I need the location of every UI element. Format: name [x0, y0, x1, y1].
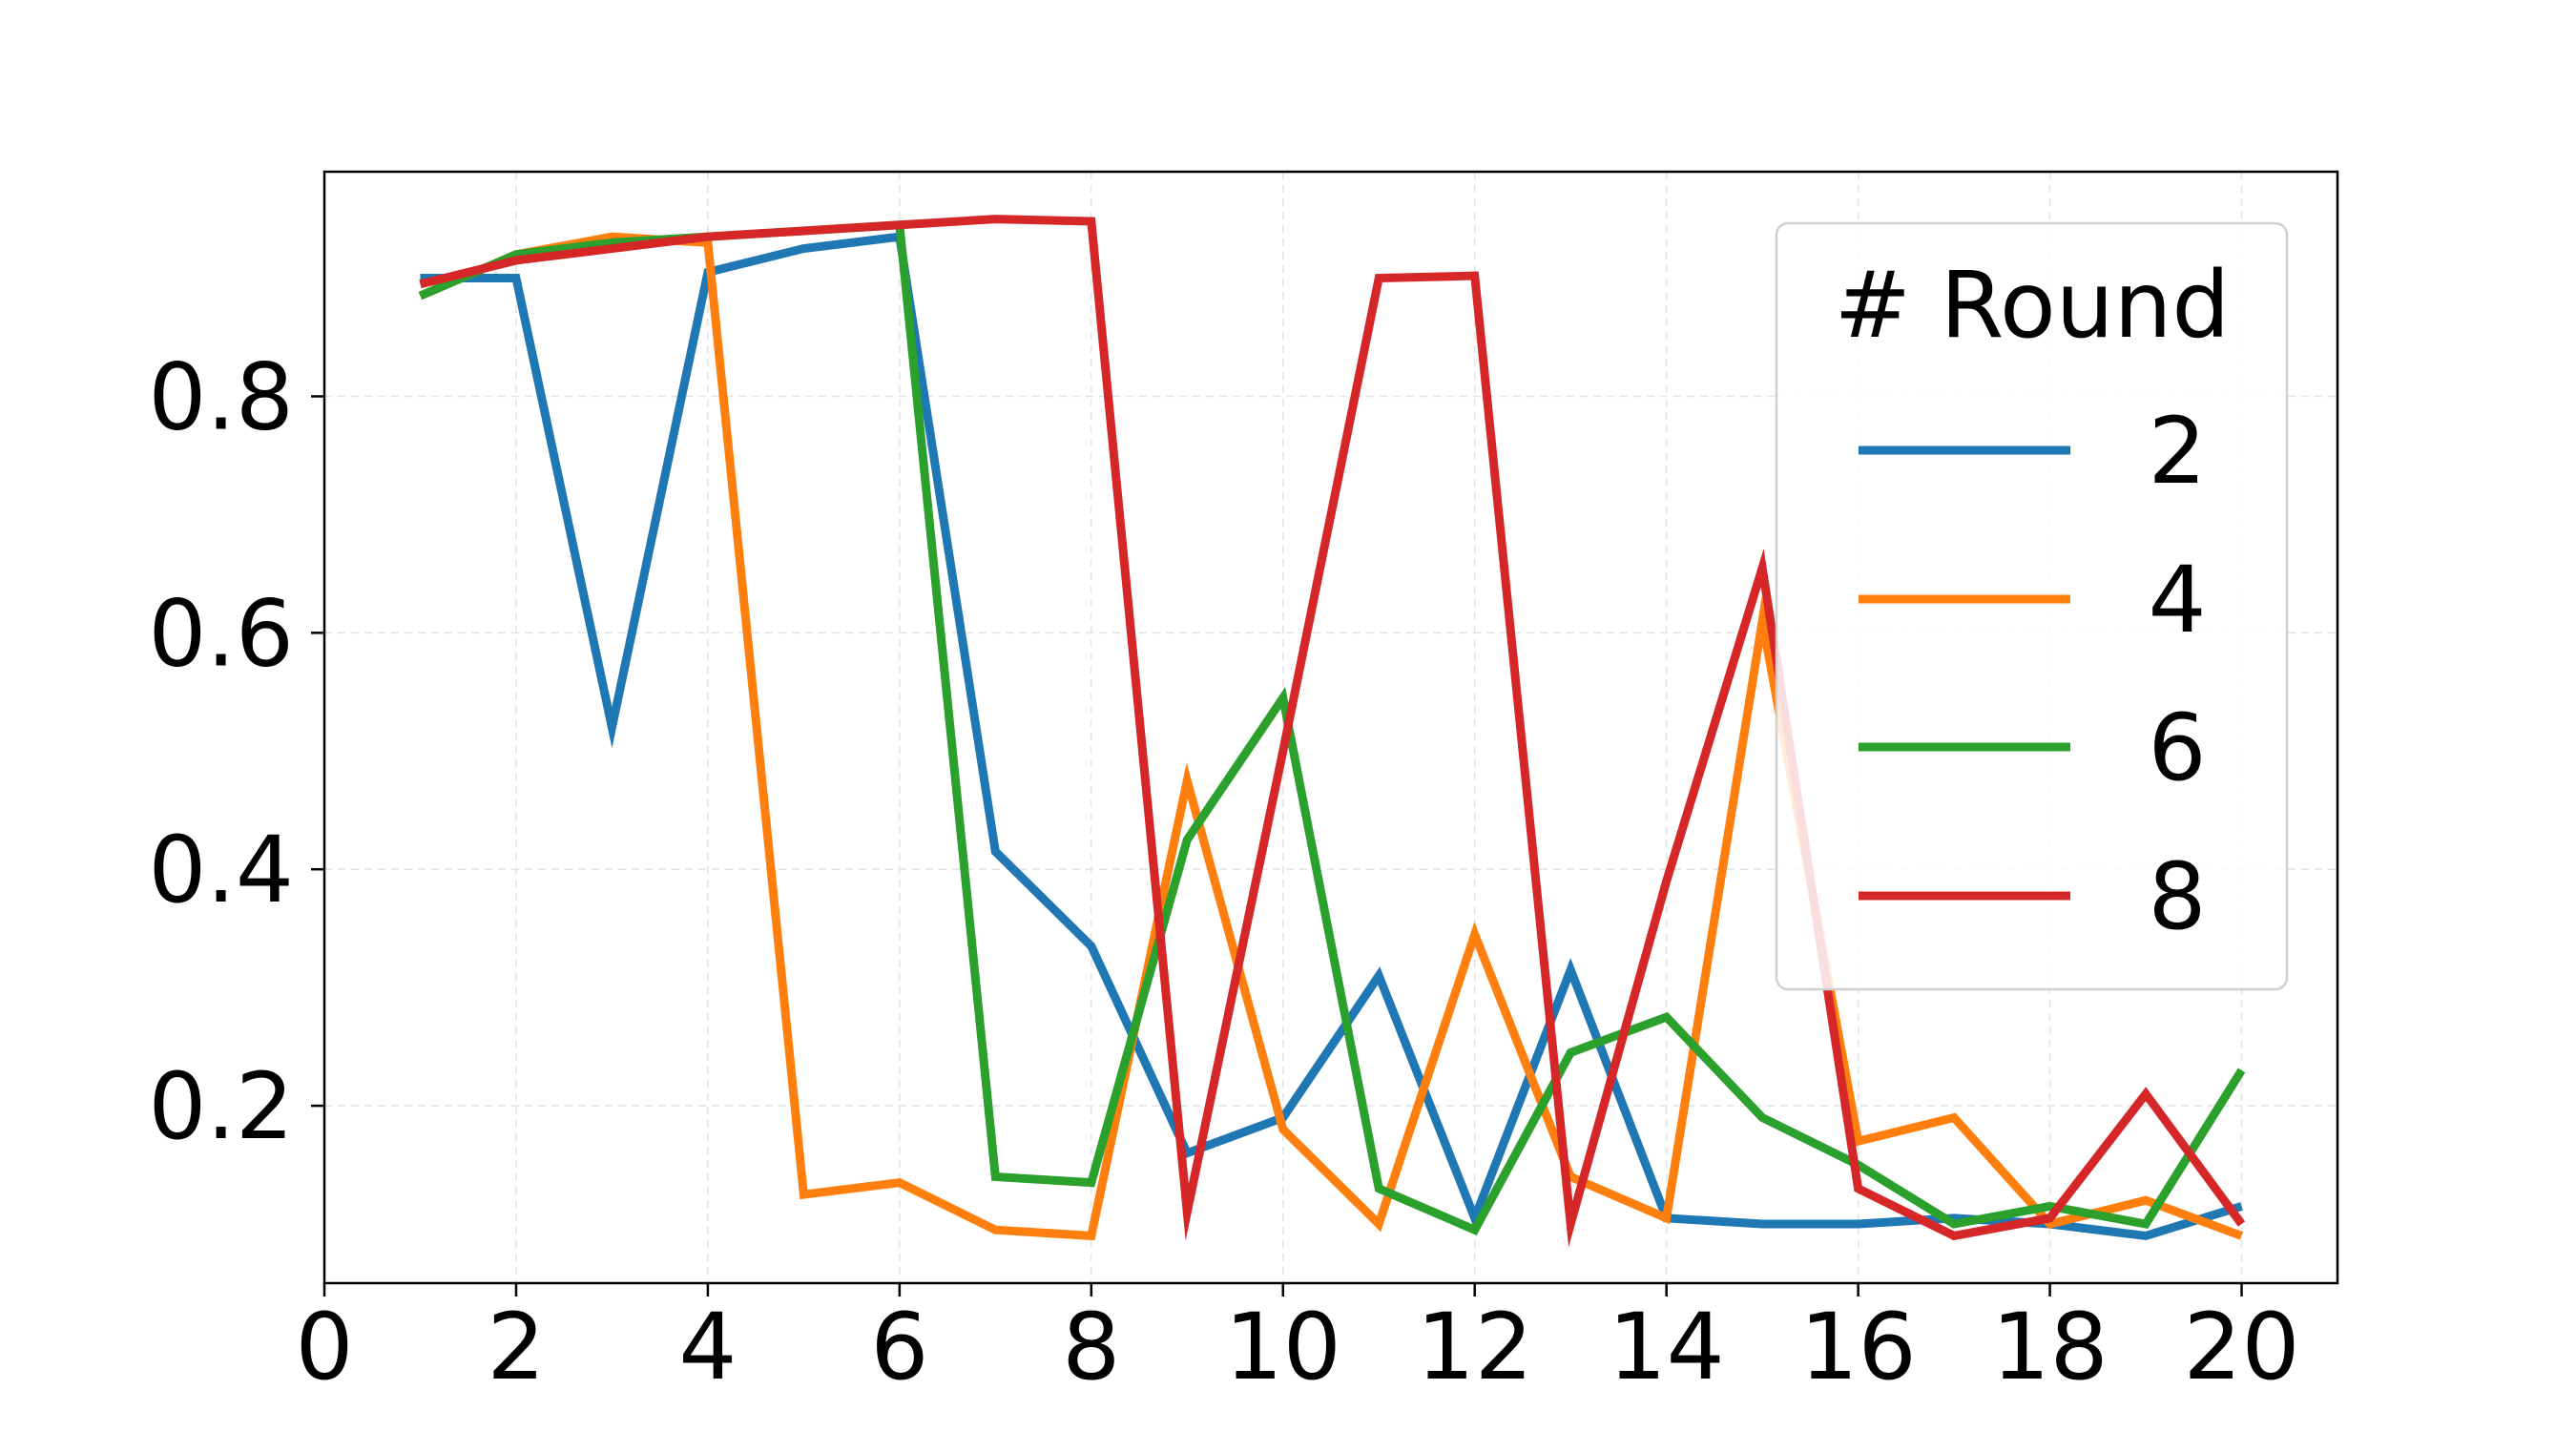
axis-ticks: 0 2 4 6 8 10 12 14 16 18 20 0.2 0.4 0.6 0.8: [148, 343, 2299, 1400]
x-tick-label: 20: [2183, 1294, 2299, 1400]
x-tick-label: 4: [678, 1294, 737, 1400]
x-tick-label: 2: [487, 1294, 545, 1400]
legend-box: [1775, 221, 2289, 991]
legend-label-8: 8: [2148, 843, 2206, 950]
x-tick-label: 8: [1062, 1294, 1120, 1400]
y-tick-label: 0.8: [148, 343, 294, 450]
x-tick-label: 10: [1225, 1294, 1341, 1400]
legend-label-6: 6: [2148, 695, 2206, 801]
legend-label-2: 2: [2148, 398, 2206, 505]
series-line-4: [418, 232, 2244, 1241]
x-tick-label: 0: [295, 1294, 353, 1400]
x-tick-label: 6: [870, 1294, 928, 1400]
x-tick-label: 12: [1417, 1294, 1533, 1400]
plot-frame: [322, 170, 2339, 1285]
legend-label-4: 4: [2148, 547, 2206, 653]
x-tick-label: 16: [1800, 1294, 1917, 1400]
x-tick-label: 14: [1609, 1294, 1725, 1400]
series-lines: [418, 215, 2246, 1248]
x-tick-label: 18: [1991, 1294, 2108, 1400]
y-tick-label: 0.2: [148, 1053, 294, 1160]
legend: # Round 2 4 6 8: [1775, 221, 2289, 991]
y-tick-label: 0.4: [148, 817, 294, 923]
legend-title: # Round: [1835, 252, 2231, 359]
series-line-8: [419, 215, 2246, 1248]
y-tick-label: 0.6: [148, 580, 294, 687]
